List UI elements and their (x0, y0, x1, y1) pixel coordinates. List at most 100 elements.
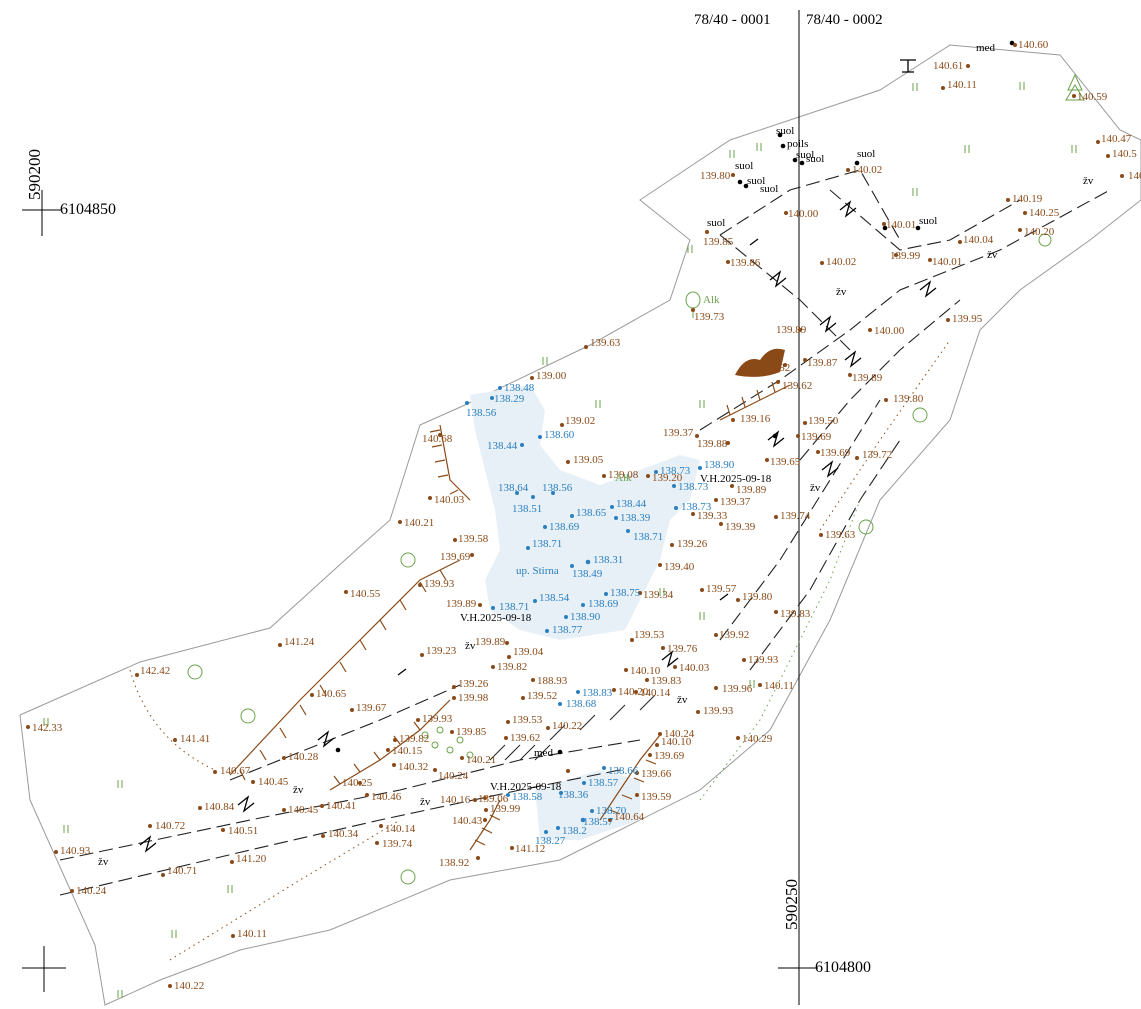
grid-northing-bottom: 590250 (782, 879, 801, 930)
water-point: 138.77 (545, 624, 583, 636)
label-zv-4: žv (810, 482, 821, 494)
label-stirna: up. Stirna (516, 565, 559, 577)
hatched-area (489, 694, 656, 761)
svg-text:139.69: 139.69 (801, 431, 832, 443)
terrain-point: 139.63 (819, 529, 856, 541)
water-point: 138.90 (564, 611, 601, 623)
svg-text:139.08: 139.08 (608, 469, 639, 481)
svg-text:139.74: 139.74 (780, 510, 811, 522)
terrain-point: 140.16 (440, 794, 477, 806)
svg-text:140.61: 140.61 (933, 60, 963, 72)
terrain-point: 139.80 (884, 393, 924, 405)
grid-cross-top (22, 190, 62, 236)
terrain-point: 139.73 (691, 308, 725, 323)
svg-text:139.74: 139.74 (382, 838, 413, 850)
terrain-point: 140.41 (320, 800, 356, 812)
svg-text:140.22: 140.22 (174, 980, 204, 992)
terrain-point: 140.24 (658, 728, 695, 740)
svg-text:140.47: 140.47 (1101, 133, 1132, 145)
label-suol-7: suol (760, 183, 778, 195)
terrain-point: 139.76 (661, 643, 698, 655)
terrain-point: 140.24 (70, 885, 107, 897)
svg-text:139.40: 139.40 (664, 561, 695, 573)
terrain-point: 139.63 (584, 337, 621, 349)
svg-text:138.57: 138.57 (588, 777, 619, 789)
terrain-point: 139.89 (475, 636, 509, 648)
svg-text:140.10: 140.10 (661, 736, 692, 748)
terrain-point: 139.83 (645, 675, 682, 687)
stump-icon (735, 348, 785, 377)
svg-text:142.42: 142.42 (140, 665, 170, 677)
svg-text:140.11: 140.11 (947, 79, 977, 91)
svg-text:140.5: 140.5 (1112, 148, 1137, 160)
svg-text:138.68: 138.68 (566, 698, 597, 710)
terrain-point: 139.89 (776, 324, 807, 336)
water-point: 138.27 (535, 830, 566, 847)
terrain-point: 140.84 (198, 801, 235, 813)
svg-text:140.55: 140.55 (350, 588, 381, 600)
terrain-point: 140.02 (820, 256, 856, 268)
terrain-point: 139.85 (703, 230, 734, 248)
svg-text:138.56: 138.56 (466, 407, 497, 419)
svg-text:139.26: 139.26 (677, 538, 708, 550)
svg-text:140.28: 140.28 (288, 751, 319, 763)
terrain-point: 139.74 (375, 838, 413, 850)
grid-northing-top: 590200 (25, 149, 44, 200)
terrain-point: 140.02 (846, 164, 882, 176)
manhole-icon (900, 59, 916, 73)
water-point: 138.71 (626, 529, 663, 543)
svg-text:139.23: 139.23 (426, 645, 457, 657)
svg-text:140.60: 140.60 (1018, 39, 1049, 51)
label-suol-1: suol (776, 125, 794, 137)
label-zv-6: žv (677, 694, 688, 706)
terrain-point: 139.99 (484, 803, 521, 815)
svg-text:138.48: 138.48 (504, 382, 535, 394)
terrain-point: 139.69 (648, 750, 685, 762)
terrain-point: 140.60 (1013, 39, 1049, 51)
svg-text:140.25: 140.25 (1029, 207, 1060, 219)
terrain-point: 140.11 (941, 79, 977, 91)
terrain-point: 139.52 (521, 690, 557, 702)
svg-text:139.02: 139.02 (565, 415, 595, 427)
terrain-point: 139.06 (478, 793, 509, 805)
terrain-point: 140.00 (784, 208, 819, 220)
svg-text:138.31: 138.31 (593, 554, 623, 566)
terrain-point: 141.41 (173, 733, 210, 745)
svg-text:139.89: 139.89 (446, 598, 477, 610)
terrain-point: 140.67 (213, 765, 251, 777)
terrain-point: 140.45 (282, 804, 319, 816)
water-point: 138.70 (590, 805, 627, 817)
svg-text:141.24: 141.24 (284, 636, 315, 648)
water-point: 138.71 (491, 601, 529, 613)
water-point: 138.44 (487, 440, 524, 452)
water-point: 138.73 (654, 465, 691, 477)
label-zv-8: žv (420, 796, 431, 808)
svg-text:140.84: 140.84 (204, 801, 235, 813)
terrain-points: 140.60 140.61 140.11 140.59 140.47 140.5… (26, 39, 1141, 992)
svg-text:140.41: 140.41 (326, 800, 356, 812)
svg-text:140.72: 140.72 (155, 820, 185, 832)
terrain-point: 139.96 (714, 683, 753, 695)
terrain-point: 139.83 (774, 608, 811, 620)
terrain-point: 141.20 (230, 853, 267, 865)
svg-text:138.58: 138.58 (512, 791, 543, 803)
svg-text:138.36: 138.36 (558, 789, 589, 801)
svg-text:139.82: 139.82 (760, 362, 790, 374)
svg-text:140.29: 140.29 (742, 733, 773, 745)
svg-text:139.99: 139.99 (490, 803, 521, 815)
svg-text:138.56: 138.56 (542, 482, 573, 494)
terrain-point: 139.99 (890, 250, 921, 262)
terrain-point: 139.62 (504, 732, 540, 744)
label-alk-1: Alk (703, 294, 720, 306)
svg-text:138.70: 138.70 (596, 805, 627, 817)
svg-text:140.65: 140.65 (316, 688, 347, 700)
water-point: 138.54 (533, 592, 570, 604)
svg-text:138.69: 138.69 (549, 521, 580, 533)
svg-text:140.16: 140.16 (440, 794, 471, 806)
terrain-point: 139.93 (418, 578, 455, 590)
terrain-point: 139.26 (670, 538, 708, 550)
svg-text:139.96: 139.96 (722, 683, 753, 695)
svg-text:140.15: 140.15 (392, 745, 423, 757)
terrain-point: 140.14 (634, 687, 671, 699)
water-point: 138.68 (558, 698, 597, 710)
